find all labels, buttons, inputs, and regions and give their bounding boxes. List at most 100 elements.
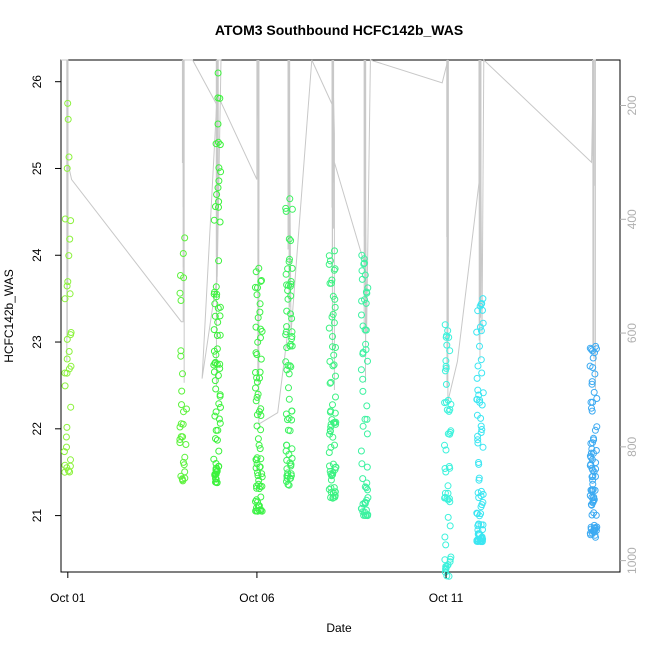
data-point xyxy=(65,348,73,355)
data-point xyxy=(325,252,333,260)
data-point xyxy=(327,378,335,386)
data-point xyxy=(67,403,75,411)
data-point xyxy=(64,99,72,107)
data-point xyxy=(588,378,596,386)
data-point xyxy=(257,277,265,285)
data-point xyxy=(177,297,185,304)
data-point xyxy=(215,400,223,408)
data-point xyxy=(180,461,188,469)
data-point xyxy=(210,290,218,298)
data-point xyxy=(361,415,369,423)
data-point xyxy=(182,441,190,448)
data-point xyxy=(257,355,265,363)
data-point xyxy=(217,168,225,176)
data-point xyxy=(331,265,339,273)
data-point xyxy=(284,362,292,369)
data-point xyxy=(286,195,294,203)
data-point xyxy=(588,380,596,388)
data-point xyxy=(588,407,596,415)
data-point xyxy=(331,418,339,426)
data-point xyxy=(358,505,366,512)
data-point xyxy=(329,292,337,300)
data-point xyxy=(590,388,598,396)
data-point xyxy=(214,184,222,192)
data-point xyxy=(283,456,291,464)
altitude-track-line xyxy=(61,58,596,425)
y-tick-label: 24 xyxy=(30,248,44,262)
data-point xyxy=(591,370,599,378)
data-point xyxy=(257,426,265,434)
data-point xyxy=(252,464,260,472)
data-point xyxy=(473,328,481,336)
data-point xyxy=(589,486,597,494)
data-point xyxy=(591,426,599,434)
data-point xyxy=(325,324,333,332)
data-point xyxy=(591,531,599,539)
data-point xyxy=(215,177,223,185)
data-point xyxy=(212,460,220,467)
data-point xyxy=(64,115,72,123)
data-point xyxy=(284,416,291,424)
data-point xyxy=(283,472,291,480)
data-point xyxy=(252,384,259,392)
right-tick-label: 200 xyxy=(625,95,639,115)
data-point xyxy=(359,475,367,483)
data-point xyxy=(214,120,222,128)
data-point xyxy=(362,288,370,296)
x-axis-label: Date xyxy=(326,621,352,635)
data-point xyxy=(586,344,594,352)
data-point xyxy=(66,290,74,298)
data-point xyxy=(282,204,290,212)
data-point xyxy=(359,375,367,383)
data-point xyxy=(257,455,265,463)
data-point-cluster xyxy=(441,321,455,580)
data-point xyxy=(287,474,295,482)
data-point xyxy=(256,300,264,308)
data-point xyxy=(254,435,262,443)
y-tick-label: 21 xyxy=(30,509,44,523)
data-point xyxy=(445,495,453,503)
data-point xyxy=(253,393,261,401)
data-point xyxy=(212,408,220,416)
data-point xyxy=(252,456,260,464)
data-point xyxy=(590,509,598,517)
data-point xyxy=(284,265,292,273)
data-point xyxy=(180,408,187,416)
data-point-cluster xyxy=(60,99,75,476)
data-point xyxy=(442,541,450,549)
data-point xyxy=(253,374,261,382)
data-point xyxy=(586,362,594,370)
data-point xyxy=(63,282,71,290)
data-point xyxy=(282,270,290,278)
data-point xyxy=(285,258,293,266)
data-point xyxy=(253,496,260,504)
data-point xyxy=(474,432,482,440)
data-point xyxy=(258,470,266,478)
data-point xyxy=(329,471,337,478)
data-point xyxy=(181,453,189,461)
data-point xyxy=(216,360,224,368)
data-point xyxy=(441,441,448,449)
data-point xyxy=(214,69,222,77)
data-point xyxy=(287,340,294,348)
data-point xyxy=(332,372,339,380)
data-point xyxy=(593,395,601,402)
data-point xyxy=(442,563,450,570)
data-point xyxy=(257,506,265,514)
data-point xyxy=(66,235,74,243)
data-point xyxy=(60,448,68,456)
data-point xyxy=(216,331,224,339)
data-point xyxy=(210,326,218,334)
x-tick-label: Oct 01 xyxy=(50,591,86,605)
data-point xyxy=(326,462,333,470)
data-point xyxy=(479,521,487,529)
data-point xyxy=(67,362,75,370)
data-point xyxy=(258,277,265,284)
data-point xyxy=(363,463,371,471)
data-point xyxy=(288,315,296,322)
data-point xyxy=(253,351,261,358)
y-tick-label: 25 xyxy=(30,161,44,175)
data-point xyxy=(176,423,184,431)
data-point xyxy=(442,468,450,476)
data-point xyxy=(587,439,595,447)
